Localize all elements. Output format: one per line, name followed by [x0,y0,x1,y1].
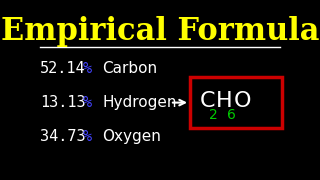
Text: Oxygen: Oxygen [103,129,162,144]
Text: Hydrogen: Hydrogen [103,95,177,110]
Text: %: % [83,61,92,76]
Text: 6: 6 [227,108,236,122]
Text: 13.13: 13.13 [40,95,86,110]
Text: Empirical Formula: Empirical Formula [1,16,319,47]
Text: O: O [234,91,251,111]
Text: Carbon: Carbon [103,61,158,76]
FancyBboxPatch shape [190,77,282,128]
Text: %: % [83,129,92,144]
Text: %: % [83,95,92,110]
Text: 2: 2 [209,108,217,122]
Text: 34.73: 34.73 [40,129,86,144]
Text: H: H [215,91,232,111]
Text: 52.14: 52.14 [40,61,86,76]
Text: C: C [200,91,215,111]
